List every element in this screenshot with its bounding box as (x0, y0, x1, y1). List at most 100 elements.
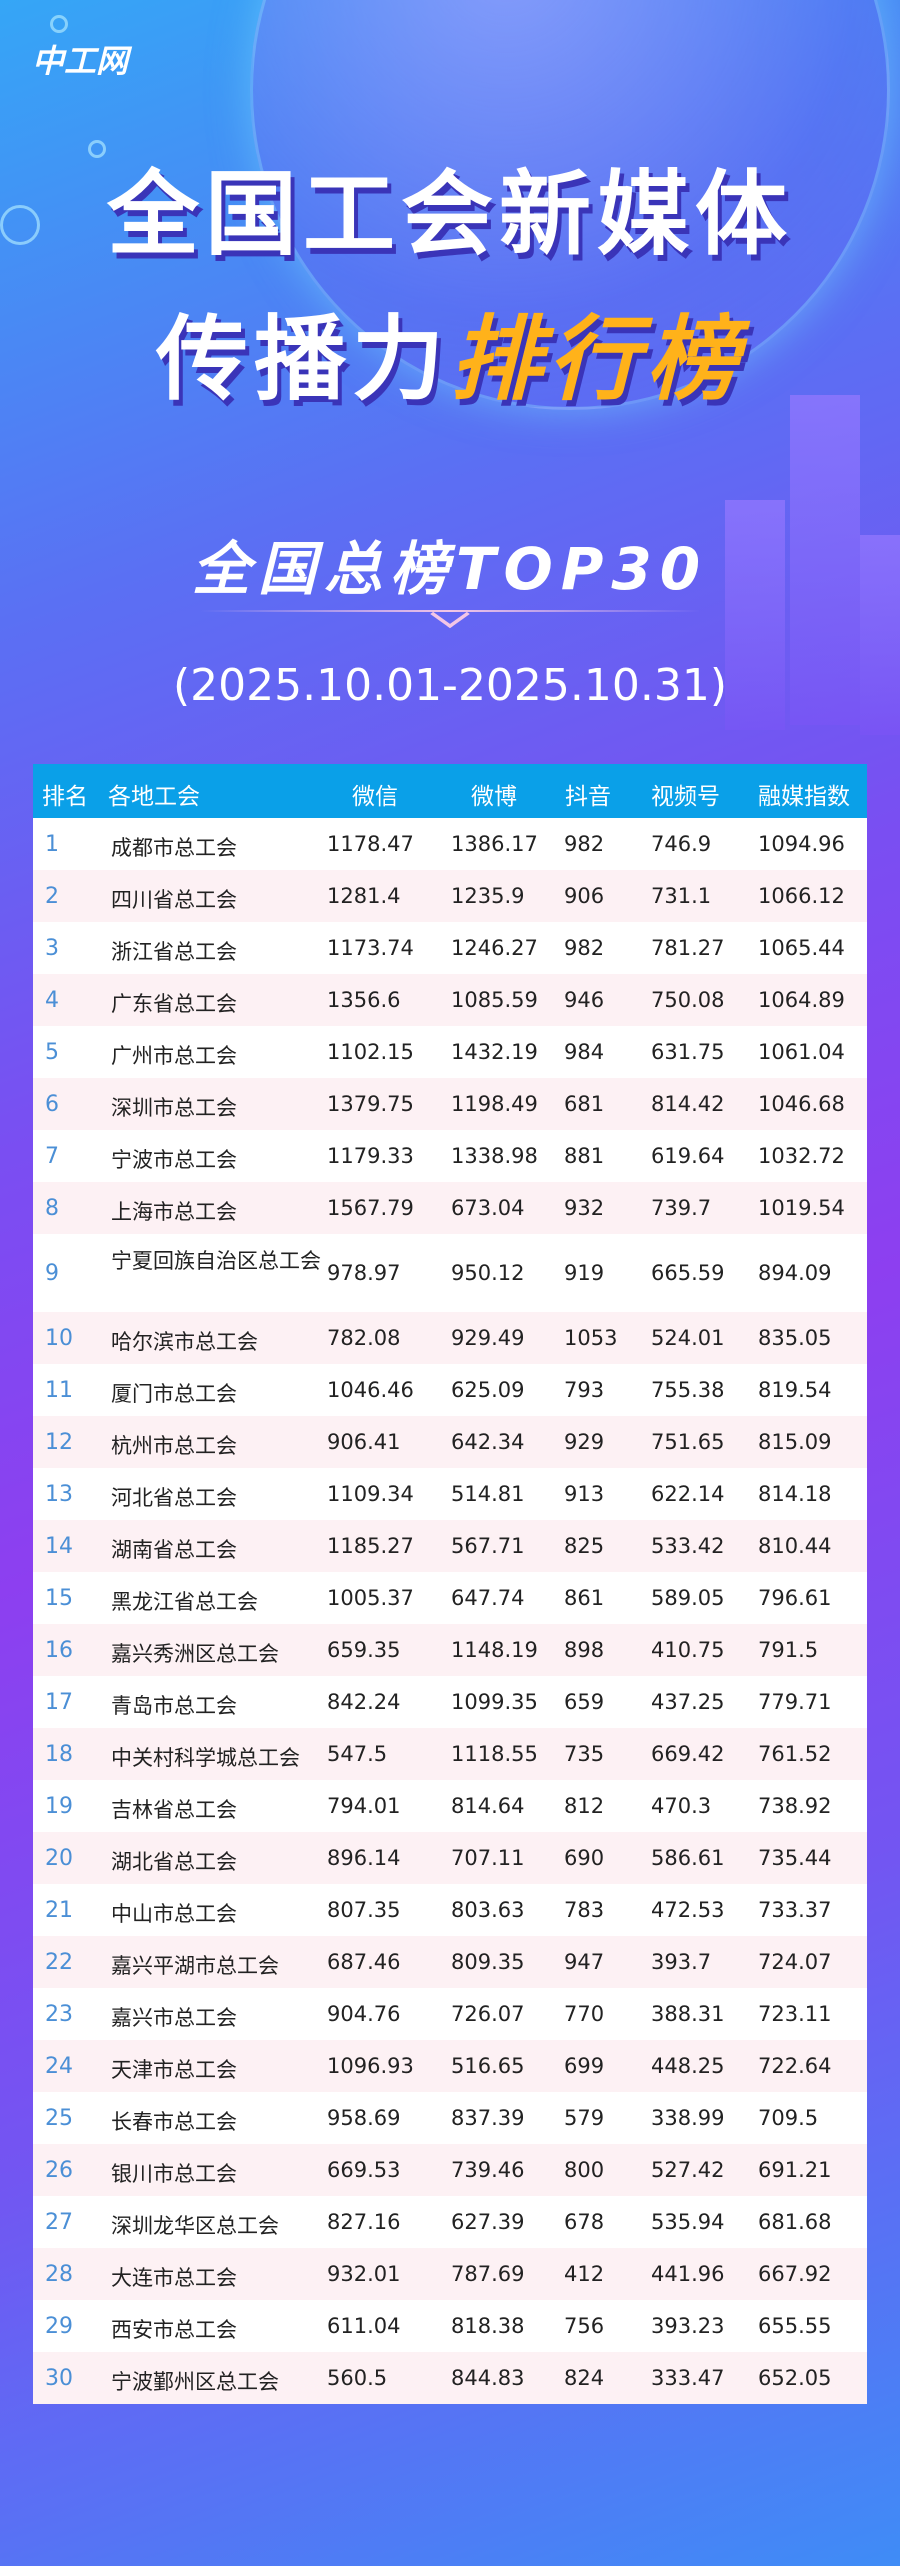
table-row: 25 长春市总工会 958.69 837.39 579 338.99 709.5 (33, 2092, 867, 2144)
index-cell: 722.64 (758, 2054, 832, 2078)
douyin-cell: 946 (564, 988, 605, 1012)
douyin-cell: 756 (564, 2314, 605, 2338)
table-row: 30 宁波鄞州区总工会 560.5 844.83 824 333.47 652.05 (33, 2352, 867, 2404)
table-row: 20 湖北省总工会 896.14 707.11 690 586.61 735.44 (33, 1832, 867, 1884)
union-name-cell: 哈尔滨市总工会 (111, 1330, 258, 1354)
rank-cell: 24 (45, 2054, 73, 2079)
channels-cell: 470.3 (651, 1794, 712, 1818)
channels-cell: 731.1 (651, 884, 712, 908)
index-cell: 1065.44 (758, 936, 845, 960)
douyin-cell: 824 (564, 2366, 605, 2390)
weibo-cell: 814.64 (451, 1794, 525, 1818)
table-row: 19 吉林省总工会 794.01 814.64 812 470.3 738.92 (33, 1780, 867, 1832)
union-name-cell: 浙江省总工会 (111, 940, 237, 964)
index-cell: 1066.12 (758, 884, 845, 908)
index-cell: 723.11 (758, 2002, 832, 2026)
union-name-cell: 嘉兴平湖市总工会 (111, 1954, 279, 1978)
rank-cell: 17 (45, 1690, 73, 1715)
douyin-cell: 812 (564, 1794, 605, 1818)
subtitle: 全国总榜TOP30 (191, 535, 709, 603)
rank-cell: 25 (45, 2106, 73, 2131)
weibo-cell: 726.07 (451, 2002, 525, 2026)
weibo-cell: 625.09 (451, 1378, 525, 1402)
index-cell: 796.61 (758, 1586, 832, 1610)
union-name-cell: 吉林省总工会 (111, 1798, 237, 1822)
bar-decoration (725, 500, 785, 730)
index-cell: 691.21 (758, 2158, 832, 2182)
wechat-cell: 659.35 (327, 1638, 401, 1662)
channels-cell: 669.42 (651, 1742, 725, 1766)
rank-cell: 6 (45, 1092, 59, 1117)
table-row: 21 中山市总工会 807.35 803.63 783 472.53 733.37 (33, 1884, 867, 1936)
rank-cell: 7 (45, 1144, 59, 1169)
wechat-cell: 1567.79 (327, 1196, 414, 1220)
wechat-cell: 1379.75 (327, 1092, 414, 1116)
rank-cell: 18 (45, 1742, 73, 1767)
table-row: 16 嘉兴秀洲区总工会 659.35 1148.19 898 410.75 791.5 (33, 1624, 867, 1676)
channels-cell: 441.96 (651, 2262, 725, 2286)
wechat-cell: 842.24 (327, 1690, 401, 1714)
union-name-cell: 广州市总工会 (111, 1044, 237, 1068)
wechat-cell: 794.01 (327, 1794, 401, 1818)
bubble-decoration (0, 205, 40, 245)
union-name-cell: 河北省总工会 (111, 1486, 237, 1510)
channels-cell: 746.9 (651, 832, 712, 856)
table-row: 4 广东省总工会 1356.6 1085.59 946 750.08 1064.89 (33, 974, 867, 1026)
index-cell: 681.68 (758, 2210, 832, 2234)
wechat-cell: 904.76 (327, 2002, 401, 2026)
table-row: 15 黑龙江省总工会 1005.37 647.74 861 589.05 796.61 (33, 1572, 867, 1624)
douyin-cell: 412 (564, 2262, 605, 2286)
rank-cell: 9 (45, 1261, 59, 1286)
title-line-2: 传播力排行榜 (0, 285, 900, 418)
column-header: 微博 (471, 784, 517, 810)
rank-cell: 21 (45, 1898, 73, 1923)
douyin-cell: 690 (564, 1846, 605, 1870)
rank-cell: 30 (45, 2366, 73, 2391)
rank-cell: 14 (45, 1534, 73, 1559)
weibo-cell: 844.83 (451, 2366, 525, 2390)
index-cell: 709.5 (758, 2106, 819, 2130)
union-name-cell: 四川省总工会 (111, 888, 237, 912)
union-name-cell: 湖南省总工会 (111, 1538, 237, 1562)
table-row: 24 天津市总工会 1096.93 516.65 699 448.25 722.64 (33, 2040, 867, 2092)
channels-cell: 410.75 (651, 1638, 725, 1662)
douyin-cell: 898 (564, 1638, 605, 1662)
rank-cell: 12 (45, 1430, 73, 1455)
union-name-cell: 厦门市总工会 (111, 1382, 237, 1406)
index-cell: 810.44 (758, 1534, 832, 1558)
union-name-cell: 中关村科学城总工会 (111, 1746, 300, 1770)
rank-cell: 10 (45, 1326, 73, 1351)
union-name-cell: 宁波鄞州区总工会 (111, 2370, 279, 2394)
index-cell: 761.52 (758, 1742, 832, 1766)
weibo-cell: 1118.55 (451, 1742, 538, 1766)
wechat-cell: 1046.46 (327, 1378, 414, 1402)
table-row: 10 哈尔滨市总工会 782.08 929.49 1053 524.01 835.05 (33, 1312, 867, 1364)
rank-cell: 15 (45, 1586, 73, 1611)
table-row: 1 成都市总工会 1178.47 1386.17 982 746.9 1094.96 (33, 818, 867, 870)
title-highlight: 排行榜 (450, 306, 745, 413)
index-cell: 655.55 (758, 2314, 832, 2338)
wechat-cell: 1102.15 (327, 1040, 414, 1064)
column-header: 各地工会 (108, 784, 200, 810)
union-name-cell: 湖北省总工会 (111, 1850, 237, 1874)
douyin-cell: 913 (564, 1482, 605, 1506)
channels-cell: 589.05 (651, 1586, 725, 1610)
douyin-cell: 881 (564, 1144, 605, 1168)
weibo-cell: 1148.19 (451, 1638, 538, 1662)
union-name-cell: 黑龙江省总工会 (111, 1590, 258, 1614)
column-header: 视频号 (651, 784, 720, 810)
rank-cell: 20 (45, 1846, 73, 1871)
weibo-cell: 673.04 (451, 1196, 525, 1220)
union-name-cell: 广东省总工会 (111, 992, 237, 1016)
wechat-cell: 807.35 (327, 1898, 401, 1922)
rank-cell: 19 (45, 1794, 73, 1819)
column-header: 抖音 (565, 784, 611, 810)
weibo-cell: 739.46 (451, 2158, 525, 2182)
channels-cell: 533.42 (651, 1534, 725, 1558)
weibo-cell: 1386.17 (451, 832, 538, 856)
weibo-cell: 707.11 (451, 1846, 525, 1870)
douyin-cell: 659 (564, 1690, 605, 1714)
rank-cell: 1 (45, 832, 59, 857)
channels-cell: 631.75 (651, 1040, 725, 1064)
wechat-cell: 547.5 (327, 1742, 388, 1766)
